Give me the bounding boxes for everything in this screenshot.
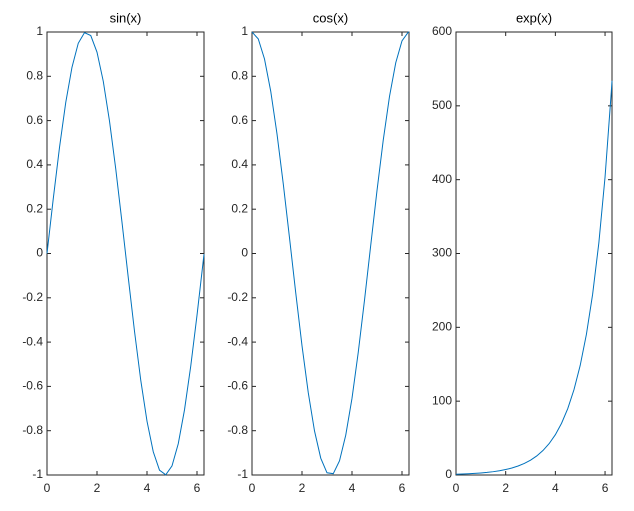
y-tick-label: -0.6: [227, 379, 248, 393]
x-tick-label: 4: [552, 481, 559, 495]
y-tick-label: 200: [432, 320, 452, 334]
data-line: [251, 31, 410, 475]
y-tick-label: -0.8: [22, 423, 43, 437]
y-tick-label: 0.2: [26, 201, 43, 215]
y-tick-label: -0.4: [227, 334, 248, 348]
y-tick-label: 400: [432, 172, 452, 186]
x-tick-label: 0: [249, 481, 256, 495]
y-tick-label: 0: [445, 467, 452, 481]
y-tick-label: 0.2: [231, 201, 248, 215]
y-tick-label: 0.4: [26, 157, 43, 171]
y-tick-label: -1: [237, 467, 248, 481]
y-tick-label: -1: [32, 467, 43, 481]
y-tick-label: 0: [241, 246, 248, 260]
y-tick-label: -0.2: [227, 290, 248, 304]
axes-box: [251, 31, 410, 476]
data-line: [455, 80, 613, 475]
y-tick-label: 0.8: [26, 68, 43, 82]
x-tick-label: 2: [502, 481, 509, 495]
y-tick-label: -0.4: [22, 334, 43, 348]
axes-box: [455, 31, 613, 476]
x-tick-label: 0: [453, 481, 460, 495]
y-tick-label: 1: [36, 24, 43, 38]
y-tick-label: 0.6: [231, 113, 248, 127]
chart-title: cos(x): [313, 10, 348, 25]
x-tick-label: 6: [399, 481, 406, 495]
x-tick-label: 2: [94, 481, 101, 495]
y-tick-label: -0.6: [22, 379, 43, 393]
x-tick-label: 4: [349, 481, 356, 495]
x-tick-label: 2: [299, 481, 306, 495]
y-tick-label: 100: [432, 393, 452, 407]
y-tick-label: -0.8: [227, 423, 248, 437]
y-tick-label: 300: [432, 246, 452, 260]
y-tick-label: 500: [432, 98, 452, 112]
x-tick-label: 0: [44, 481, 51, 495]
y-tick-label: 0.4: [231, 157, 248, 171]
data-line: [46, 32, 205, 476]
x-tick-label: 6: [194, 481, 201, 495]
y-tick-label: 1: [241, 24, 248, 38]
chart-title: sin(x): [110, 10, 142, 25]
y-tick-label: 0.6: [26, 113, 43, 127]
y-tick-label: 0.8: [231, 68, 248, 82]
x-tick-label: 4: [144, 481, 151, 495]
x-tick-label: 6: [602, 481, 609, 495]
y-tick-label: 600: [432, 24, 452, 38]
y-tick-label: -0.2: [22, 290, 43, 304]
y-tick-label: 0: [36, 246, 43, 260]
chart-title: exp(x): [516, 10, 552, 25]
